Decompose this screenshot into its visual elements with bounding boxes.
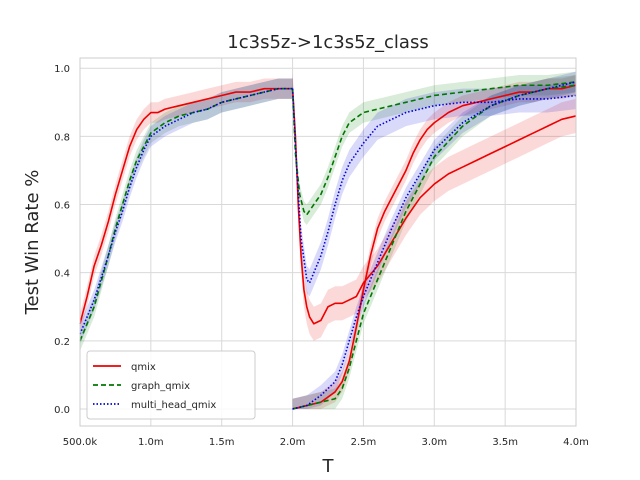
y-axis-ticks: 0.0 0.2 0.4 0.6 0.8 1.0 bbox=[54, 64, 70, 416]
plot-frame bbox=[79, 57, 577, 427]
legend-label-qmix: qmix bbox=[131, 362, 156, 373]
line-multi-head-qmix bbox=[291, 88, 577, 284]
band-multi-head-qmix bbox=[292, 75, 576, 297]
chart-title: 1c3s5z->1c3s5z_class bbox=[227, 32, 428, 53]
x-tick-label: 4.0m bbox=[563, 437, 589, 448]
x-tick-label: 2.5m bbox=[351, 437, 377, 448]
x-tick-label: 3.0m bbox=[421, 437, 447, 448]
y-tick-label: 0.8 bbox=[54, 132, 70, 143]
legend-box bbox=[86, 350, 256, 420]
legend: qmix graph_qmix multi_head_qmix bbox=[86, 350, 256, 420]
y-tick-label: 1.0 bbox=[54, 64, 70, 75]
y-tick-label: 0.0 bbox=[54, 405, 70, 416]
x-tick-label: 1.5m bbox=[209, 437, 235, 448]
line-qmix bbox=[79, 87, 293, 324]
band-graph-qmix bbox=[292, 71, 576, 225]
x-tick-label: 1.0m bbox=[138, 437, 164, 448]
band-qmix bbox=[292, 71, 576, 341]
line-graph-qmix bbox=[291, 81, 577, 216]
y-tick-label: 0.6 bbox=[54, 201, 70, 212]
series-lines bbox=[79, 81, 577, 410]
line-multi-head-qmix bbox=[79, 87, 293, 335]
x-axis-ticks: 500.0k 1.0m 1.5m 2.0m 2.5m 3.0m 3.5m 4.0m bbox=[63, 437, 589, 448]
legend-label-multi-head-qmix: multi_head_qmix bbox=[131, 400, 216, 411]
line-qmix bbox=[292, 84, 577, 410]
y-axis-label: Test Win Rate % bbox=[22, 170, 43, 316]
y-tick-label: 0.2 bbox=[54, 337, 70, 348]
x-tick-label: 500.0k bbox=[63, 437, 98, 448]
legend-label-graph-qmix: graph_qmix bbox=[131, 381, 190, 392]
x-axis-label: T bbox=[322, 456, 335, 477]
y-tick-label: 0.4 bbox=[54, 269, 70, 280]
line-qmix bbox=[291, 88, 577, 325]
x-tick-label: 2.0m bbox=[280, 437, 306, 448]
band-qmix bbox=[80, 78, 293, 334]
x-tick-label: 3.5m bbox=[492, 437, 518, 448]
